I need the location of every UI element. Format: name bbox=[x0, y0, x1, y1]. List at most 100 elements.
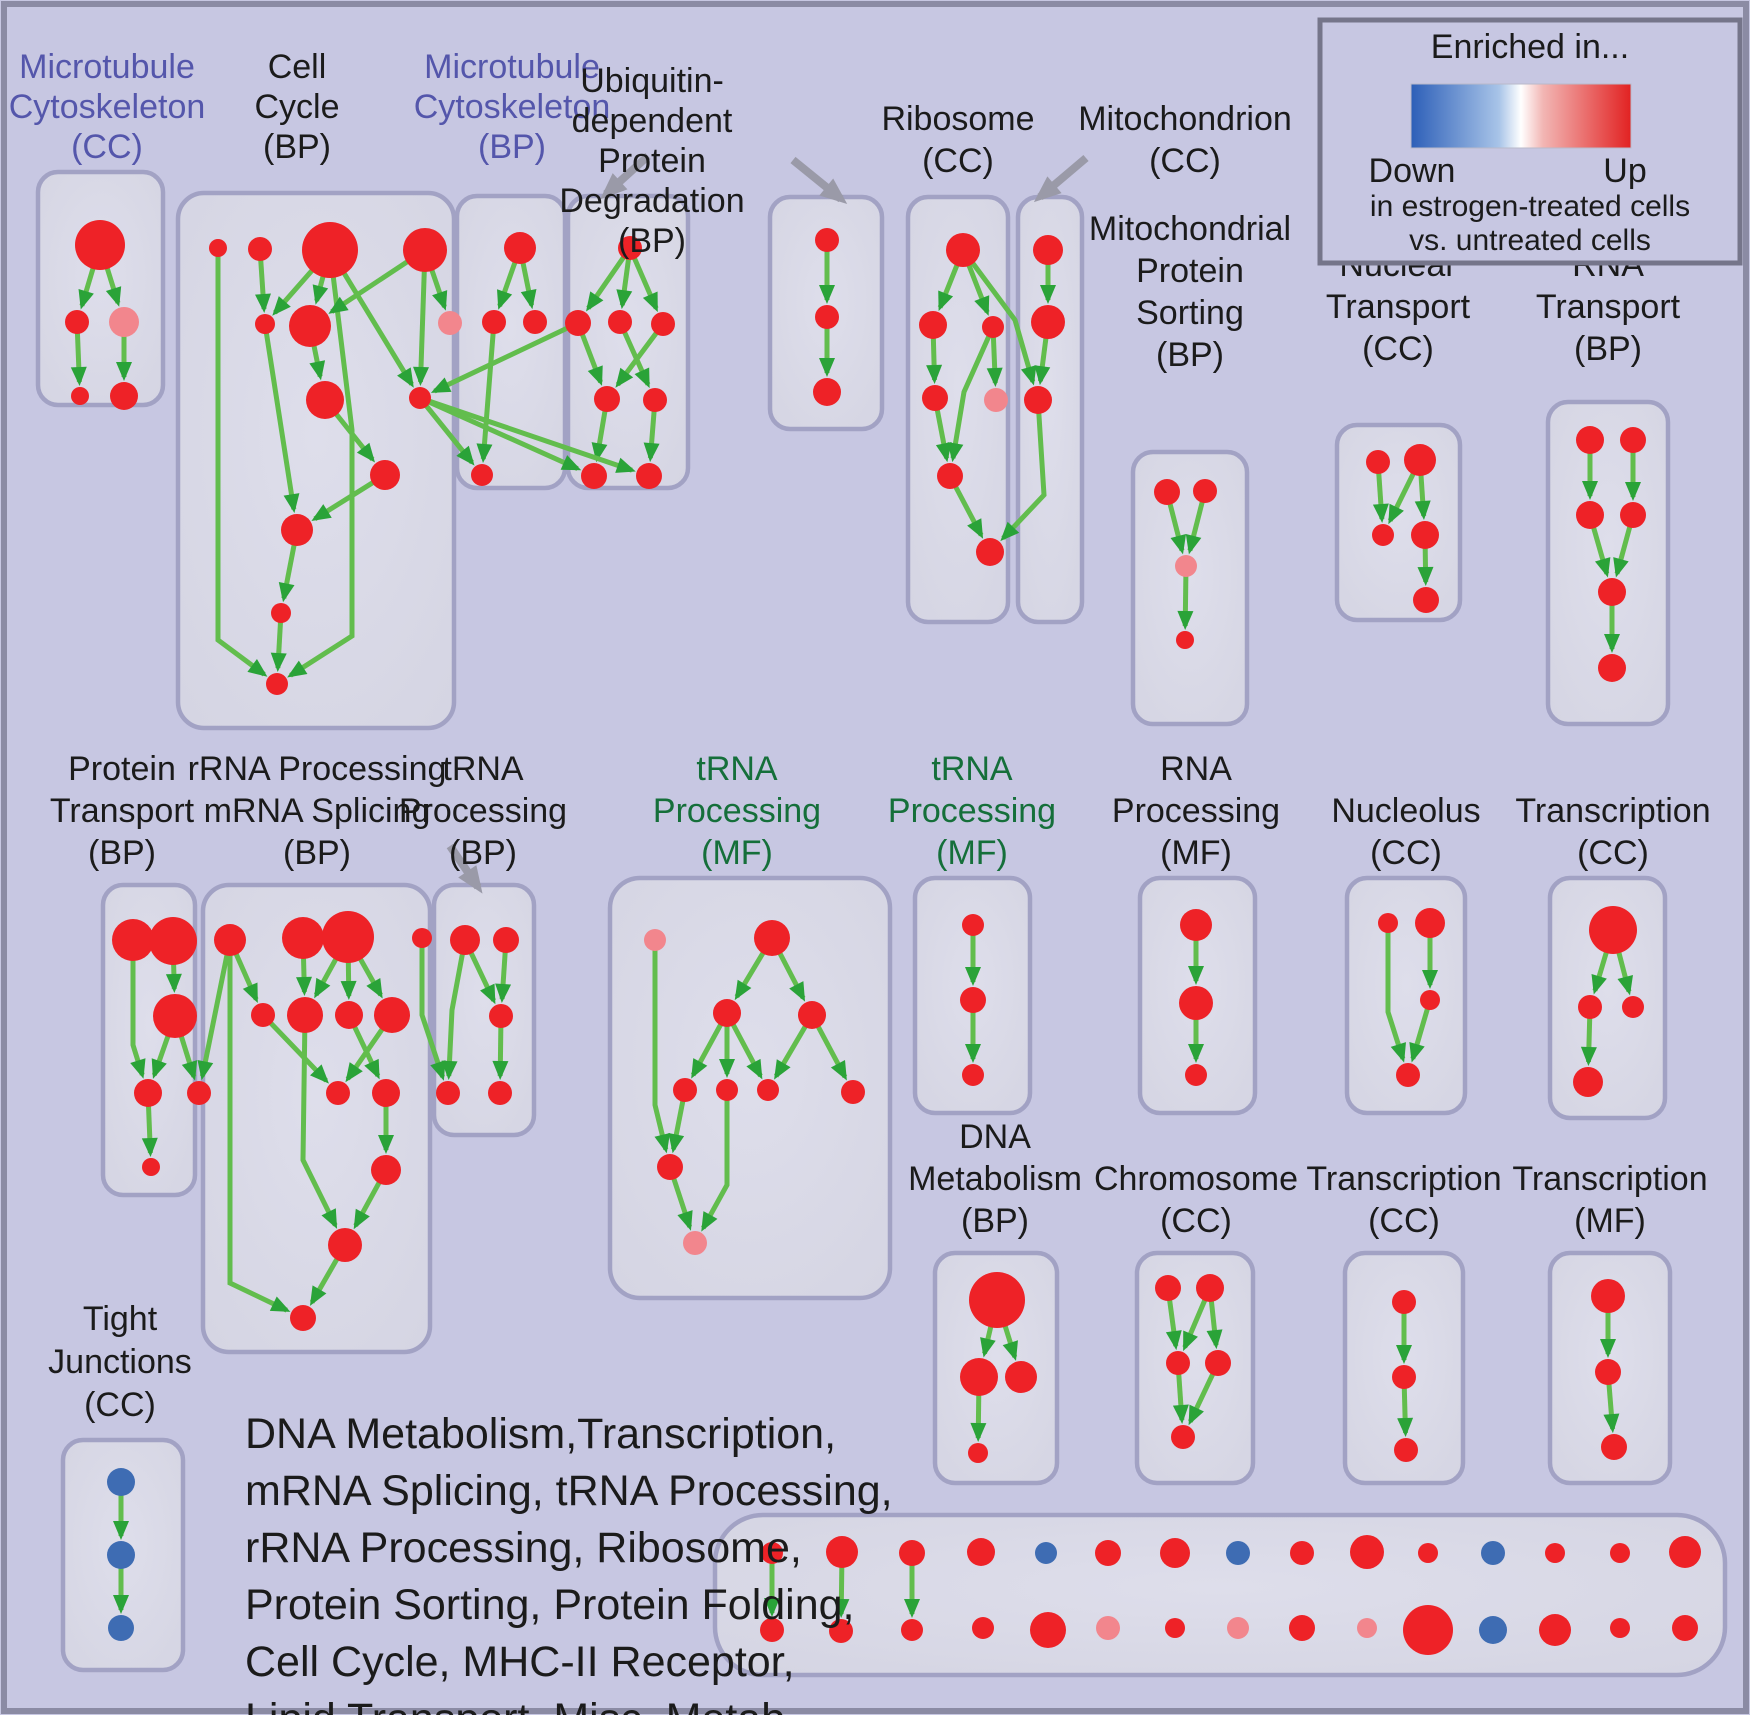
node-shared-b12 bbox=[1479, 1616, 1507, 1644]
footnote-line5: Lipid Transport, Misc. Metab. bbox=[245, 1695, 797, 1715]
node-trnamf1-m1 bbox=[644, 929, 666, 951]
node-shared-t10 bbox=[1350, 1535, 1384, 1569]
label-tightjunc-line2: (CC) bbox=[84, 1386, 156, 1424]
node-shared-t9 bbox=[1290, 1541, 1314, 1565]
legend-down-label: Down bbox=[1369, 152, 1456, 190]
footnote-line3: Protein Sorting, Protein Folding, bbox=[245, 1581, 855, 1629]
node-cellcycle-h bbox=[306, 381, 344, 419]
node-mps-p3 bbox=[1175, 555, 1197, 577]
node-nuctrans-q5 bbox=[1413, 587, 1439, 613]
edge-cellcycle-5 bbox=[287, 249, 355, 678]
node-mtcc-n4 bbox=[71, 387, 89, 405]
node-trnamf2-v3 bbox=[962, 1064, 984, 1086]
node-shared-t4 bbox=[967, 1538, 995, 1566]
label-trnamf1-line0: tRNA bbox=[696, 750, 778, 788]
label-mps-line1: Protein bbox=[1136, 252, 1244, 290]
edge-trnabp-0 bbox=[441, 939, 468, 1080]
label-rrna-line1: mRNA Splicing bbox=[204, 792, 431, 830]
node-rrna-w4 bbox=[412, 928, 432, 948]
callout-arrow-0 bbox=[600, 153, 651, 200]
label-dnametab-line0: DNA bbox=[959, 1118, 1031, 1156]
node-rnatrans-r2 bbox=[1620, 427, 1646, 453]
label-rnaprocmf-line0: RNA bbox=[1160, 750, 1232, 788]
node-ribosome-A bbox=[946, 233, 980, 267]
box-transcc1 bbox=[1547, 875, 1668, 1121]
label-prottrans-line1: Transport bbox=[50, 792, 195, 830]
node-nuctrans-q1 bbox=[1366, 450, 1390, 474]
label-transcc1-line0: Transcription bbox=[1515, 792, 1710, 830]
node-ubiq-t bbox=[618, 236, 642, 260]
label-trnamf1-line2: (MF) bbox=[701, 834, 773, 872]
footnote-line1: mRNA Splicing, tRNA Processing, bbox=[245, 1467, 893, 1515]
label-transcc2-line1: (CC) bbox=[1368, 1202, 1440, 1240]
node-trnabp-t5 bbox=[488, 1081, 512, 1105]
callout-arrow-2 bbox=[1033, 154, 1089, 203]
label-trnamf2-line2: (MF) bbox=[936, 834, 1008, 872]
node-ubiq-a3 bbox=[651, 312, 675, 336]
node-transcc2-e3 bbox=[1394, 1438, 1418, 1462]
box-mtbp bbox=[454, 193, 568, 491]
label-trnabp-line1: Processing bbox=[399, 792, 567, 830]
node-transcc1-z3 bbox=[1622, 996, 1644, 1018]
node-dnametab-d4 bbox=[968, 1443, 988, 1463]
node-mito-I bbox=[1031, 305, 1065, 339]
node-dnametab-d2 bbox=[960, 1358, 998, 1396]
label-nuctrans-line2: (CC) bbox=[1362, 330, 1434, 368]
node-transmf-f3 bbox=[1601, 1434, 1627, 1460]
node-nucleolus-y1 bbox=[1378, 913, 1398, 933]
edge-trnamf1-9 bbox=[701, 1090, 730, 1232]
label-ribosome-line0: Ribosome bbox=[881, 100, 1034, 138]
callout-arrow-1 bbox=[790, 156, 848, 205]
cross-edge-1 bbox=[418, 395, 582, 471]
legend-gradient-bar bbox=[1410, 83, 1632, 149]
label-mtbp-line0: Microtubule bbox=[424, 48, 600, 86]
label-trnamf1-line1: Processing bbox=[653, 792, 821, 830]
label-ubiq-line1: dependent bbox=[572, 102, 733, 140]
label-trnabp-line2: (BP) bbox=[449, 834, 517, 872]
node-mtbp-a2 bbox=[523, 310, 547, 334]
node-shared-b4 bbox=[972, 1617, 994, 1639]
node-cellcycle-e bbox=[255, 314, 275, 334]
node-mps-p2 bbox=[1193, 479, 1217, 503]
node-ribosome-E bbox=[984, 388, 1008, 412]
edge-rrna-2 bbox=[227, 940, 291, 1313]
label-ribosome-line1: (CC) bbox=[922, 142, 994, 180]
edge-rrna-1 bbox=[197, 939, 233, 1081]
label-mito-line1: (CC) bbox=[1149, 142, 1221, 180]
label-trnamf2-line0: tRNA bbox=[931, 750, 1013, 788]
node-shared-t5 bbox=[1035, 1542, 1057, 1564]
node-mtcc-n3 bbox=[109, 307, 139, 337]
node-trnamf1-m9 bbox=[657, 1154, 683, 1180]
node-dnametab-d1 bbox=[969, 1272, 1025, 1328]
node-rnaprocmf-x3 bbox=[1185, 1064, 1207, 1086]
cross-edge-5 bbox=[1000, 399, 1047, 542]
box-chromosome bbox=[1134, 1250, 1256, 1486]
label-ubiq-line4: (BP) bbox=[618, 222, 686, 260]
node-prottrans-s1 bbox=[112, 919, 154, 961]
label-ubiq-line2: Protein bbox=[598, 142, 706, 180]
label-nuctrans-line1: Transport bbox=[1326, 288, 1471, 326]
node-cellcycle-f bbox=[289, 305, 331, 347]
node-shared-t12 bbox=[1481, 1541, 1505, 1565]
label-ubiq-line3: Degradation bbox=[559, 182, 744, 220]
footnote-line4: Cell Cycle, MHC-II Receptor, bbox=[245, 1638, 795, 1686]
edge-ubiq-4 bbox=[615, 322, 666, 388]
node-cellcycle-j bbox=[370, 460, 400, 490]
label-chromosome-line1: (CC) bbox=[1160, 1202, 1232, 1240]
node-ubiq-a2 bbox=[608, 310, 632, 334]
node-nucleolus-y3 bbox=[1420, 990, 1440, 1010]
node-rnaprocmf-x1 bbox=[1180, 909, 1212, 941]
node-shared-t13 bbox=[1545, 1543, 1565, 1563]
footnote-line2: rRNA Processing, Ribosome, bbox=[245, 1524, 802, 1572]
node-ubiq-b2 bbox=[643, 388, 667, 412]
node-cellcycle-hub bbox=[409, 387, 431, 409]
label-nucleolus-line0: Nucleolus bbox=[1331, 792, 1480, 830]
node-shared-t6 bbox=[1095, 1540, 1121, 1566]
node-transcc2-e2 bbox=[1392, 1365, 1416, 1389]
node-rrna-w1 bbox=[214, 924, 246, 956]
node-cellcycle-a bbox=[209, 239, 227, 257]
label-transcc2-line0: Transcription bbox=[1306, 1160, 1501, 1198]
legend-title: Enriched in... bbox=[1431, 28, 1629, 66]
edge-cellcycle-8 bbox=[413, 249, 430, 386]
